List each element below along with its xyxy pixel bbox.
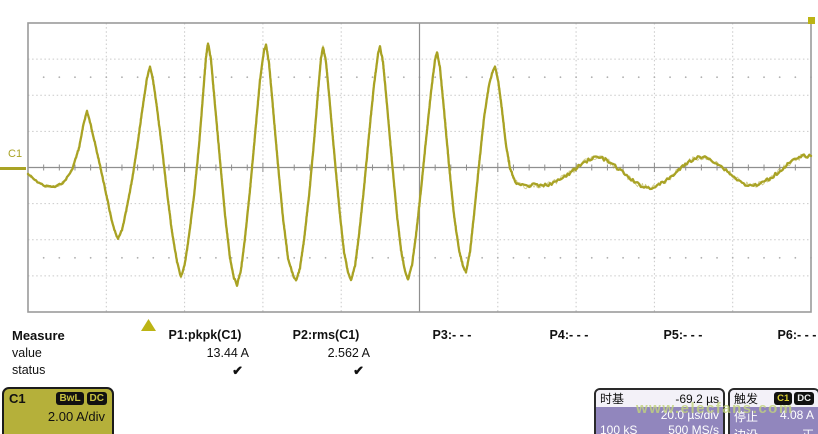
waveform-trace <box>26 42 813 287</box>
measure-row-value: value <box>12 346 42 360</box>
channel-scale: 2.00 A/div <box>47 409 105 424</box>
check-icon: ✔ <box>232 363 243 378</box>
bwl-badge: BwL <box>56 392 84 405</box>
scope-display: C1 <box>0 17 815 331</box>
trigger-coupling-badge: DC <box>794 392 814 405</box>
trigger-mode: 停止 <box>734 410 759 424</box>
timebase-scale: 20.0 µs/div <box>660 408 719 422</box>
trigger-title: 触发 <box>734 392 759 406</box>
trigger-position-marker <box>141 319 156 331</box>
trigger-slope: 正 <box>802 426 814 434</box>
dc-coupling-badge: DC <box>86 392 107 405</box>
corner-marker <box>808 17 815 24</box>
timebase-title: 时基 <box>600 392 625 406</box>
timebase-rate: 500 MS/s <box>668 423 719 434</box>
measure-value: 2.562 A <box>327 346 370 360</box>
timebase-delay: -69.2 µs <box>675 391 719 406</box>
measure-value: 13.44 A <box>206 346 249 360</box>
watermark: www.elecfans.com <box>636 400 794 417</box>
channel-level-indicator <box>0 167 26 170</box>
timebase-samples: 100 kS <box>600 423 638 434</box>
trigger-level: 4.08 A <box>779 408 814 422</box>
channel-c1-box[interactable]: C1 BwL DC 2.00 A/div <box>2 387 114 434</box>
measure-row-status: status <box>12 363 46 377</box>
check-icon: ✔ <box>353 363 364 378</box>
trigger-type: 边沿 <box>734 426 758 434</box>
channel-name: C1 <box>9 391 26 406</box>
trigger-box[interactable]: 触发 C1 DC 停止 4.08 A 边沿 正 <box>728 388 818 434</box>
graticule <box>27 22 812 313</box>
trigger-source-badge: C1 <box>774 392 793 405</box>
timebase-box[interactable]: 时基 -69.2 µs 20.0 µs/div 100 kS 500 MS/s <box>594 388 725 434</box>
channel-c1-trace-label: C1 <box>8 148 22 160</box>
